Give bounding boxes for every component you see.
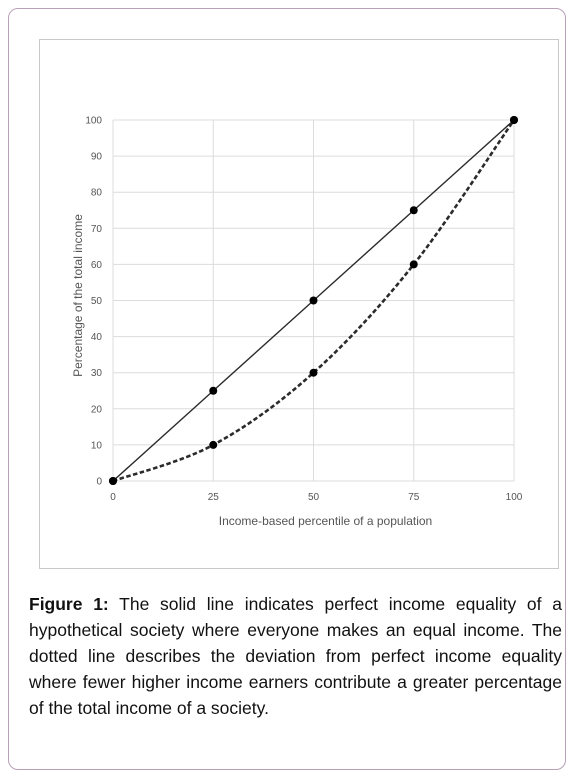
x-tick-label: 25 xyxy=(208,492,220,503)
figure-caption: Figure 1: The solid line indicates perfe… xyxy=(29,591,562,721)
solid-series-point xyxy=(409,206,418,215)
y-tick-label: 0 xyxy=(96,477,102,488)
solid-series-point xyxy=(309,296,318,305)
figure-caption-label: Figure 1: xyxy=(29,594,109,614)
figure-frame: 0 10 20 30 40 50 60 70 80 90 100 0 25 50 75 100 Income-b… xyxy=(8,8,566,770)
x-axis-label: Income-based percentile of a population xyxy=(219,514,432,528)
y-tick-label: 60 xyxy=(91,260,103,271)
dotted-series-point xyxy=(510,116,518,124)
y-tick-label: 80 xyxy=(91,188,103,199)
figure-caption-text: The solid line indicates perfect income … xyxy=(29,594,562,718)
x-tick-label: 75 xyxy=(408,492,420,503)
solid-series-point xyxy=(209,386,218,395)
chart-area: 0 10 20 30 40 50 60 70 80 90 100 0 25 50 75 100 Income-b… xyxy=(39,39,559,569)
dotted-series-point xyxy=(309,368,318,377)
y-tick-label: 10 xyxy=(91,440,103,451)
x-tick-label: 100 xyxy=(506,492,523,503)
y-tick-label: 90 xyxy=(91,152,103,163)
line-chart: 0 10 20 30 40 50 60 70 80 90 100 0 25 50 75 100 Income-b… xyxy=(71,116,523,529)
x-tick-label: 0 xyxy=(110,492,116,503)
x-tick-label: 50 xyxy=(308,492,320,503)
dotted-series-point xyxy=(209,440,218,449)
y-tick-label: 50 xyxy=(91,296,103,307)
y-tick-label: 100 xyxy=(85,116,102,127)
y-tick-label: 30 xyxy=(91,368,103,379)
y-tick-label: 40 xyxy=(91,332,103,343)
y-axis-label: Percentage of the total income xyxy=(71,214,85,377)
dotted-series-point xyxy=(409,260,418,269)
dotted-series-line xyxy=(112,119,516,483)
y-tick-label: 70 xyxy=(91,224,103,235)
y-tick-label: 20 xyxy=(91,404,103,415)
dotted-series-point xyxy=(109,477,117,485)
